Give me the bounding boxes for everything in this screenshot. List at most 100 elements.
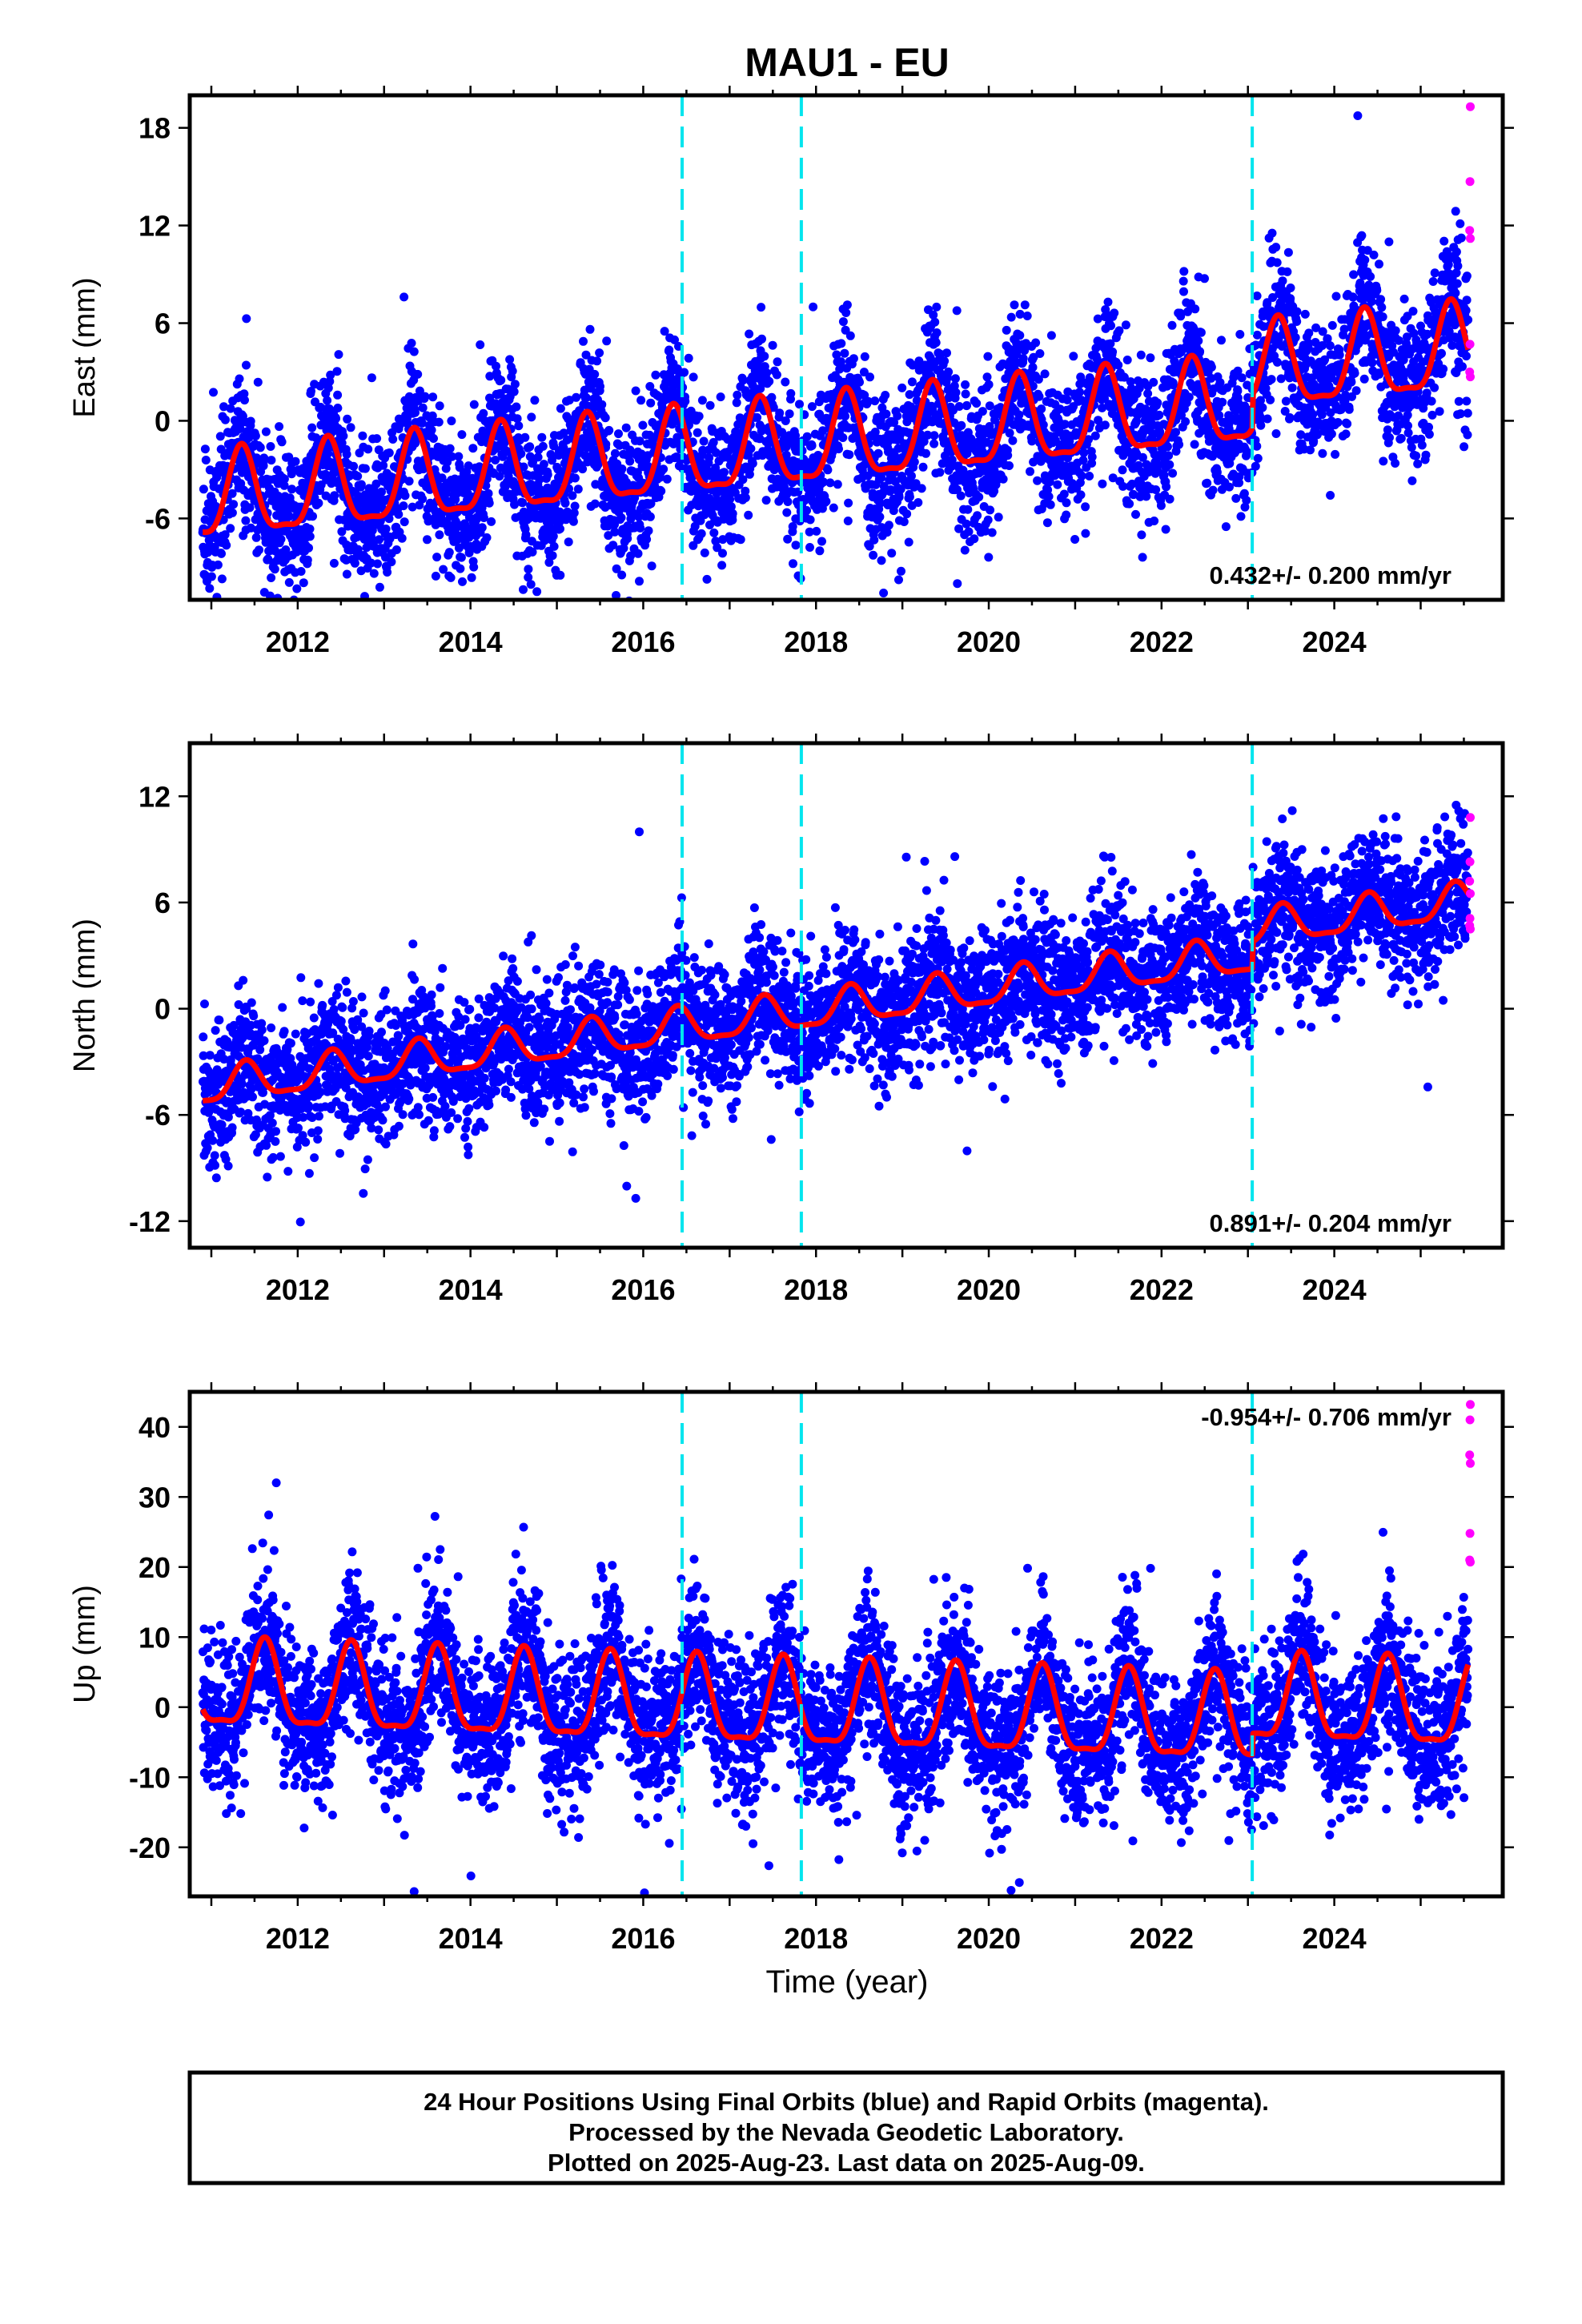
data-point: [1194, 336, 1203, 346]
data-point: [917, 484, 926, 493]
data-point: [899, 517, 909, 526]
data-point: [305, 532, 315, 541]
data-point: [556, 570, 565, 580]
data-point: [1026, 467, 1034, 476]
data-point: [1190, 440, 1199, 449]
data-point: [353, 472, 363, 481]
data-point: [1162, 442, 1172, 452]
data-point: [285, 512, 295, 521]
data-point: [633, 549, 643, 558]
data-point: [651, 370, 661, 380]
data-point: [279, 480, 289, 490]
data-point: [952, 306, 962, 316]
data-point: [942, 348, 951, 358]
data-point: [1003, 451, 1013, 460]
data-point: [1359, 374, 1369, 384]
data-point: [538, 441, 548, 451]
data-point: [1308, 409, 1318, 419]
data-point: [845, 331, 855, 340]
data-point: [1154, 410, 1164, 420]
data-point: [1253, 453, 1263, 463]
data-point: [1077, 471, 1086, 480]
data-point: [591, 480, 600, 489]
data-point: [635, 436, 644, 446]
data-point: [227, 489, 237, 498]
data-point: [961, 380, 970, 389]
data-point: [535, 474, 544, 484]
data-point: [1002, 325, 1011, 335]
data-point: [738, 376, 748, 385]
data-point: [1110, 308, 1119, 318]
data-point: [379, 460, 388, 470]
data-point: [505, 355, 515, 364]
data-point: [1090, 431, 1100, 440]
data-point: [388, 435, 398, 444]
data-point: [837, 339, 846, 348]
data-point: [429, 434, 438, 443]
data-point: [560, 498, 570, 508]
data-point: [1291, 333, 1300, 342]
data-point: [879, 589, 889, 597]
data-point: [323, 448, 333, 458]
data-point: [1114, 360, 1123, 370]
data-point: [222, 541, 231, 550]
data-point: [572, 392, 581, 402]
data-point: [217, 574, 227, 584]
data-point: [397, 533, 407, 543]
data-point: [216, 444, 226, 454]
data-point: [1103, 297, 1113, 307]
data-point: [1272, 258, 1282, 267]
data-point: [581, 393, 591, 403]
data-point: [840, 348, 849, 358]
data-point: [1221, 522, 1231, 532]
data-point: [1304, 328, 1314, 338]
data-point: [986, 505, 995, 515]
data-point: [1424, 429, 1434, 439]
data-point: [1327, 320, 1337, 330]
data-point: [375, 582, 384, 592]
data-point: [716, 392, 725, 402]
data-point: [1285, 413, 1295, 422]
data-point: [484, 489, 493, 498]
data-point: [548, 551, 557, 561]
data-point: [970, 534, 979, 544]
data-point: [363, 444, 373, 454]
data-point: [869, 550, 878, 560]
data-point: [590, 369, 600, 379]
data-point: [303, 555, 312, 565]
data-point: [612, 591, 620, 600]
data-point: [468, 444, 478, 453]
data-point: [987, 528, 997, 537]
data-point: [670, 335, 679, 344]
data-point: [479, 408, 488, 418]
data-point: [1150, 517, 1159, 525]
data-point: [1100, 420, 1110, 430]
data-point: [231, 642, 240, 651]
data-point: [1366, 271, 1375, 281]
data-point: [551, 611, 560, 620]
data-point: [519, 585, 528, 594]
data-point: [973, 511, 982, 521]
data-point: [221, 415, 230, 424]
data-point: [638, 420, 648, 430]
data-point: [930, 439, 939, 448]
data-point: [753, 412, 762, 422]
data-point: [626, 551, 636, 561]
data-point: [1167, 320, 1177, 330]
data-point: [400, 292, 409, 302]
data-point: [1357, 231, 1367, 240]
data-point: [1439, 236, 1449, 246]
data-point: [1251, 461, 1260, 471]
data-point: [568, 517, 578, 526]
data-point: [1151, 485, 1161, 494]
data-point: [520, 432, 530, 442]
data-point: [983, 352, 993, 361]
data-point: [623, 534, 632, 543]
data-point: [636, 523, 645, 533]
data-point: [1267, 375, 1276, 384]
data-point: [205, 584, 215, 593]
data-point: [1283, 247, 1293, 257]
data-point: [1439, 364, 1448, 374]
data-point: [894, 493, 904, 502]
data-point: [964, 527, 974, 537]
